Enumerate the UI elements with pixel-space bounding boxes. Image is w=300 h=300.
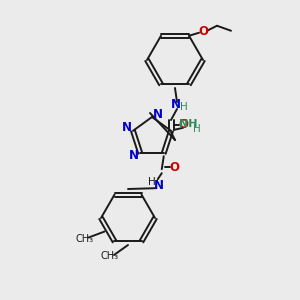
Text: O: O <box>178 118 188 131</box>
Text: N: N <box>153 107 163 121</box>
Text: O: O <box>170 161 180 174</box>
Text: CH₃: CH₃ <box>101 251 119 261</box>
Text: CH₃: CH₃ <box>76 233 94 244</box>
Text: H: H <box>193 124 201 134</box>
Text: N: N <box>154 179 164 192</box>
Text: H: H <box>148 177 156 187</box>
Text: NH: NH <box>179 119 197 129</box>
Text: N: N <box>171 98 181 112</box>
Text: N: N <box>122 121 132 134</box>
Text: H: H <box>180 102 188 112</box>
Text: O: O <box>198 25 208 38</box>
Text: N: N <box>129 149 139 162</box>
